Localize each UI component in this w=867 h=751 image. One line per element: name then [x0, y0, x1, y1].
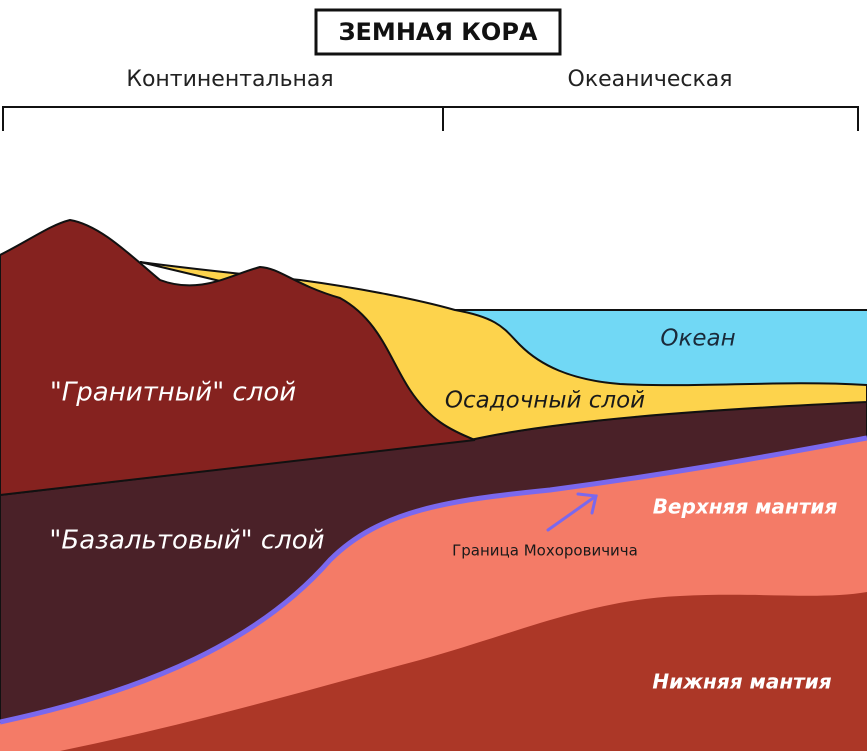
lower-mantle [60, 592, 867, 751]
layer-label: "Гранитный" слой [50, 378, 296, 408]
layer-label: Океан [660, 326, 735, 352]
annotation-arrow [546, 492, 598, 532]
annotation: Граница Мохоровичича [452, 542, 638, 560]
section-label: Континентальная [126, 67, 333, 92]
layer-label: "Базальтовый" слой [49, 526, 324, 556]
title-box [314, 8, 562, 56]
title: ЗЕМНАЯ КОРА [338, 18, 537, 46]
layer-label: Верхняя мантия [653, 495, 838, 519]
section-label: Океаническая [568, 67, 733, 92]
moho-boundary [0, 435, 867, 725]
granite-layer [0, 218, 476, 497]
layer-label: Нижняя мантия [652, 670, 831, 694]
layer-label: Осадочный слой [445, 388, 645, 414]
bracket [2, 106, 859, 131]
